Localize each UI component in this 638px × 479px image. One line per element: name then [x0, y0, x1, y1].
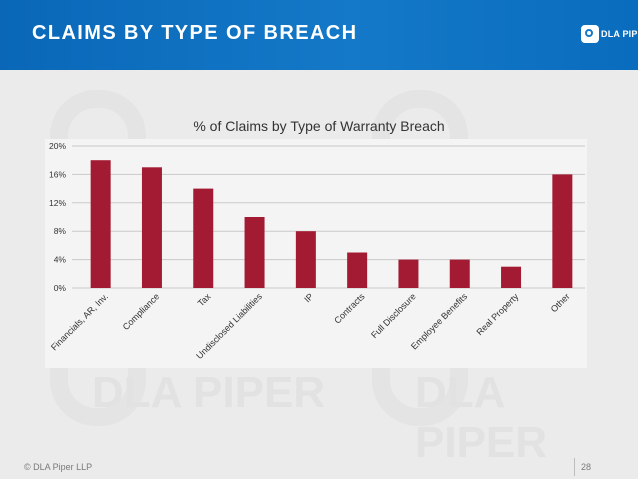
- category-label: IP: [302, 291, 315, 304]
- category-label: Tax: [196, 291, 213, 308]
- logo-icon: [581, 25, 599, 43]
- bar: [449, 259, 470, 288]
- footer-copyright: © DLA Piper LLP: [24, 462, 93, 472]
- page-number: 28: [581, 462, 592, 472]
- logo-text: DLA PIPER: [601, 29, 638, 39]
- bar: [347, 252, 368, 288]
- bar: [552, 174, 573, 288]
- bar: [193, 188, 214, 288]
- category-label: Real Property: [474, 291, 520, 337]
- bar: [141, 167, 162, 288]
- category-label: Employee Benefits: [409, 291, 469, 351]
- category-label: Financials, AR, Inv.: [49, 291, 110, 352]
- y-tick-label: 4%: [54, 255, 67, 265]
- category-label: Contracts: [332, 291, 367, 326]
- chart-panel: [45, 139, 587, 368]
- y-tick-label: 8%: [54, 226, 67, 236]
- bar: [295, 231, 316, 288]
- bar: [501, 266, 522, 288]
- y-tick-label: 12%: [49, 198, 66, 208]
- chart-title: % of Claims by Type of Warranty Breach: [193, 118, 445, 134]
- watermark-text-left: DLA PIPER: [92, 368, 326, 417]
- bar: [398, 259, 419, 288]
- dla-piper-logo: DLA PIPER: [581, 24, 638, 46]
- category-label: Full Disclosure: [369, 291, 418, 340]
- category-label: Other: [549, 291, 572, 314]
- watermark-text-right: DLA PIPER: [415, 368, 548, 467]
- bar: [244, 217, 265, 288]
- slide-title: CLAIMS BY TYPE OF BREACH: [32, 22, 358, 44]
- y-tick-label: 16%: [49, 169, 66, 179]
- y-tick-label: 0%: [54, 283, 67, 293]
- category-label: Compliance: [121, 291, 162, 332]
- bar: [90, 160, 111, 288]
- y-tick-label: 20%: [49, 141, 66, 151]
- slide-header: CLAIMS BY TYPE OF BREACH DLA PIPER: [0, 0, 638, 70]
- footer-divider: [574, 458, 575, 476]
